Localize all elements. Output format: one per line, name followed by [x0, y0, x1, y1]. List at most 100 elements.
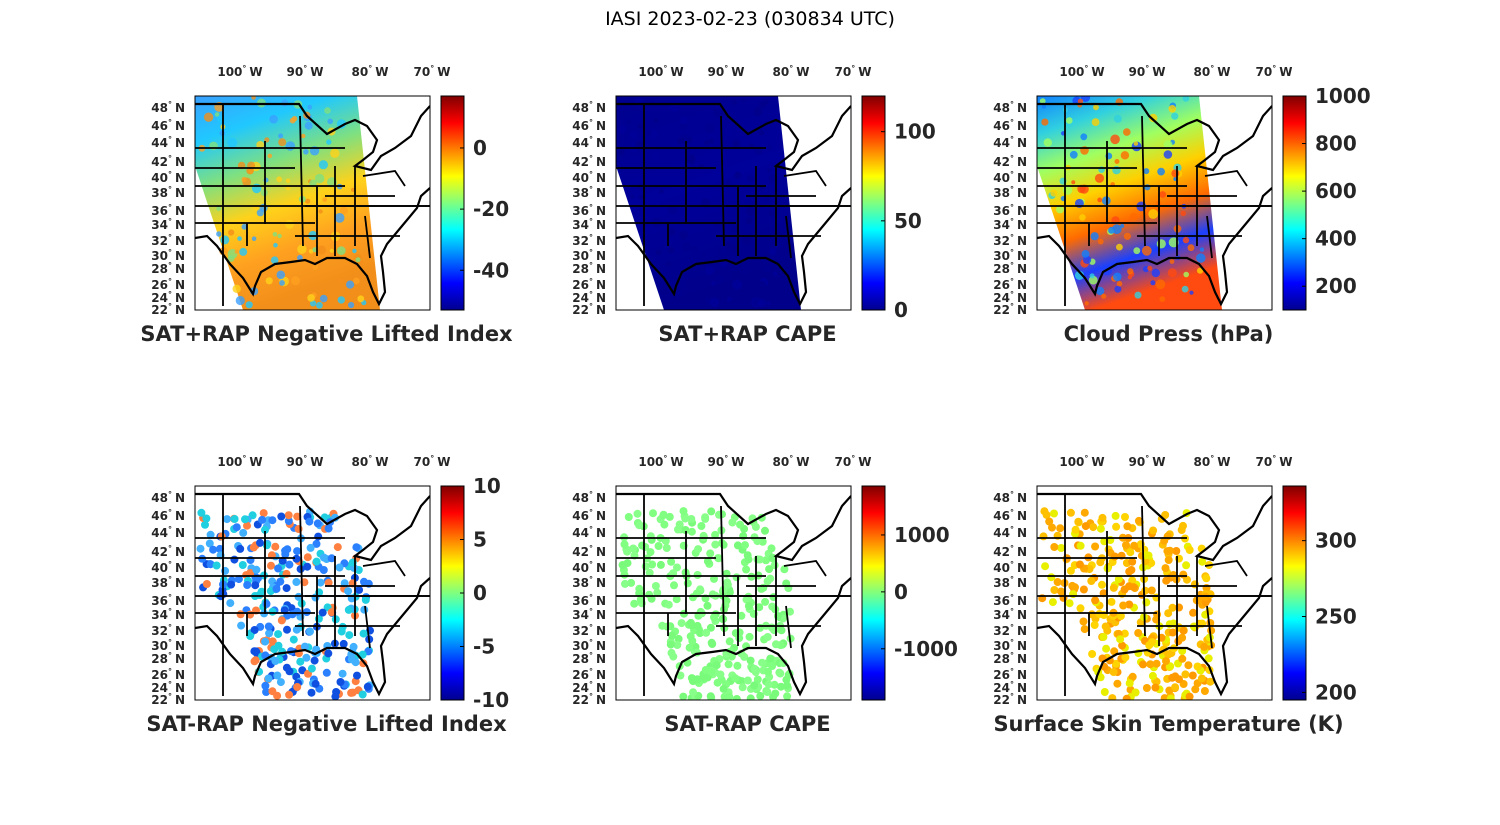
latitude-tick-label: 26° N	[572, 277, 606, 292]
retrieval-point	[1088, 650, 1097, 658]
latitude-tick-label: 24° N	[993, 290, 1027, 305]
retrieval-point	[1196, 253, 1206, 263]
retrieval-point	[679, 122, 688, 131]
latitude-tick-label: 32° N	[572, 233, 606, 248]
retrieval-point	[703, 601, 712, 610]
retrieval-point	[333, 543, 342, 552]
retrieval-point	[1165, 686, 1174, 695]
retrieval-point	[673, 563, 681, 572]
retrieval-point	[646, 192, 657, 202]
panel-title: SAT+RAP Negative Lifted Index	[140, 322, 513, 346]
retrieval-point	[201, 520, 209, 529]
retrieval-point	[1107, 597, 1116, 606]
retrieval-point	[1091, 542, 1100, 551]
latitude-tick-label: 44° N	[151, 525, 185, 540]
retrieval-point	[728, 518, 737, 527]
latitude-tick-label: 34° N	[572, 217, 606, 232]
retrieval-point	[731, 245, 741, 255]
retrieval-point	[655, 249, 662, 256]
retrieval-point	[358, 650, 367, 659]
retrieval-point	[1090, 621, 1099, 629]
retrieval-point	[262, 688, 271, 696]
retrieval-point	[725, 637, 734, 646]
retrieval-point	[312, 557, 321, 566]
retrieval-point	[276, 176, 283, 183]
retrieval-point	[1075, 560, 1084, 569]
colorbar-gradient	[1282, 485, 1307, 701]
retrieval-point	[1143, 168, 1150, 175]
retrieval-point	[627, 578, 636, 587]
retrieval-point	[741, 97, 746, 103]
retrieval-point	[355, 585, 364, 594]
retrieval-point	[1122, 694, 1131, 700]
retrieval-point	[273, 691, 282, 700]
retrieval-point	[241, 176, 247, 183]
retrieval-point	[322, 197, 328, 202]
retrieval-point	[679, 116, 688, 125]
retrieval-point	[770, 680, 779, 689]
colorbar-gradient	[861, 485, 886, 701]
state-border	[362, 170, 406, 187]
retrieval-point	[1071, 180, 1076, 185]
latitude-tick-label: 28° N	[151, 651, 185, 666]
latitude-tick-label: 40° N	[993, 560, 1027, 575]
retrieval-point	[689, 688, 698, 697]
retrieval-point	[763, 633, 772, 641]
retrieval-point	[1164, 556, 1173, 564]
retrieval-point	[337, 296, 345, 304]
retrieval-point	[733, 661, 742, 670]
retrieval-point	[637, 123, 643, 130]
retrieval-point	[1120, 223, 1125, 228]
retrieval-point	[624, 513, 633, 521]
figure-title: IASI 2023-02-23 (030834 UTC)	[605, 8, 895, 30]
retrieval-point	[1095, 286, 1105, 296]
retrieval-point	[227, 137, 238, 148]
retrieval-point	[706, 692, 715, 700]
retrieval-point	[1123, 232, 1131, 240]
retrieval-point	[711, 281, 716, 286]
colorbar: 10 5 0 -5 -10	[440, 474, 509, 712]
latitude-tick-label: 42° N	[151, 154, 185, 169]
retrieval-point	[294, 592, 303, 601]
retrieval-point	[1039, 98, 1046, 104]
retrieval-point	[1043, 138, 1052, 147]
retrieval-point	[1181, 285, 1189, 293]
retrieval-point	[267, 561, 275, 570]
retrieval-point	[234, 575, 243, 584]
retrieval-point	[737, 611, 746, 620]
retrieval-point	[276, 270, 286, 280]
retrieval-point	[1179, 626, 1188, 635]
latitude-tick-label: 36° N	[993, 593, 1027, 608]
longitude-tick-label: 90° W	[1129, 64, 1166, 79]
retrieval-point	[273, 242, 278, 248]
retrieval-point	[303, 553, 312, 562]
retrieval-point	[226, 599, 235, 608]
latitude-tick-label: 30° N	[151, 638, 185, 653]
state-border	[1141, 505, 1146, 637]
retrieval-point	[1057, 544, 1066, 552]
retrieval-point	[237, 621, 246, 630]
retrieval-point	[700, 251, 706, 257]
retrieval-point	[766, 654, 775, 663]
latitude-tick-label: 36° N	[572, 203, 606, 218]
retrieval-point	[1045, 517, 1054, 526]
colorbar-tick-label: 1000	[894, 523, 950, 547]
retrieval-point	[718, 614, 727, 623]
retrieval-point	[703, 557, 712, 566]
colorbar-tick-label: 800	[1315, 132, 1357, 156]
retrieval-point	[646, 548, 655, 557]
latitude-tick-label: 32° N	[151, 623, 185, 638]
retrieval-point	[236, 610, 245, 619]
latitude-tick-label: 26° N	[151, 277, 185, 292]
colorbar-tick-label: 0	[894, 298, 908, 322]
colorbar-gradient	[1282, 95, 1307, 311]
retrieval-point	[681, 241, 692, 252]
retrieval-point	[712, 107, 721, 117]
retrieval-point	[753, 107, 763, 117]
map-panel: 100° W 90° W 80° W 70° W 48° N 46° N 44° N 42° N40° N38°…	[572, 454, 958, 736]
latitude-tick-label: 46° N	[993, 118, 1027, 133]
retrieval-point	[307, 664, 316, 673]
retrieval-point	[620, 570, 629, 579]
retrieval-point	[282, 584, 291, 593]
retrieval-point	[1041, 104, 1047, 109]
